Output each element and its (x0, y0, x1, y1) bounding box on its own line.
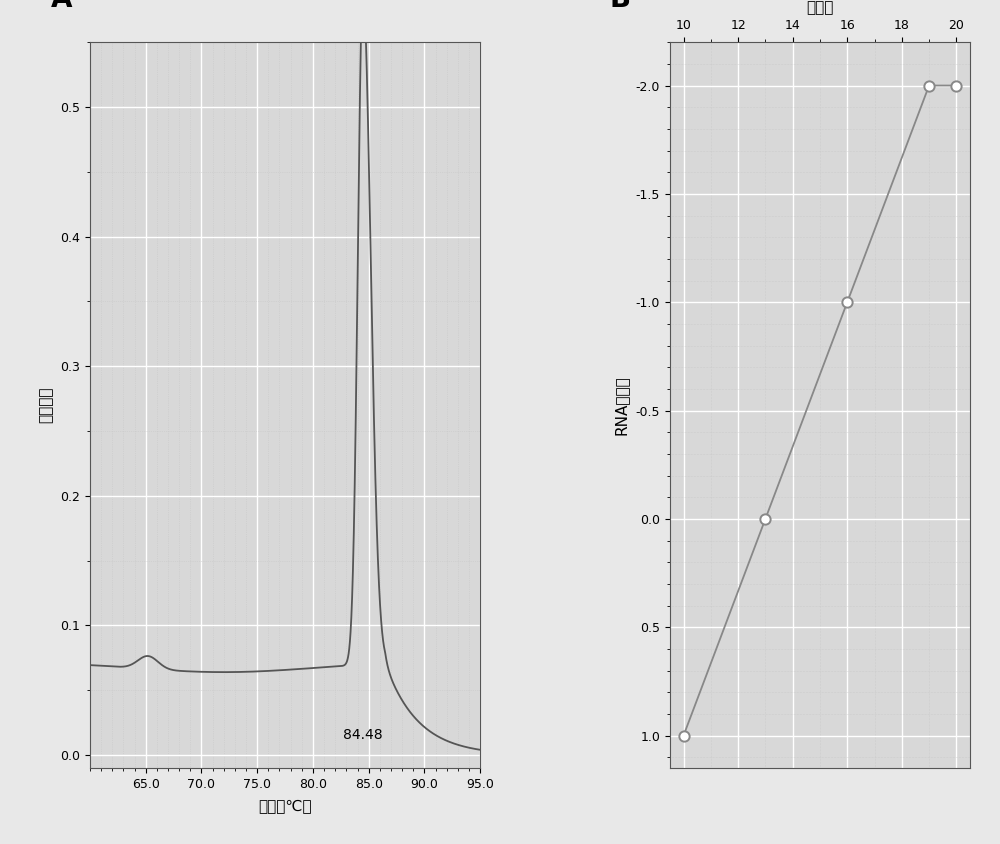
Point (948, 78, 964, 92)
Point (757, 512, 773, 526)
Point (839, 295, 855, 309)
X-axis label: 循环数: 循环数 (806, 1, 834, 15)
Point (921, 78, 937, 92)
Y-axis label: 荧光强度: 荧光强度 (38, 387, 53, 424)
Y-axis label: RNA拷贝数: RNA拷贝数 (614, 376, 629, 435)
Point (676, 728, 692, 742)
X-axis label: 温度（℃）: 温度（℃） (258, 798, 312, 813)
Text: A: A (51, 0, 72, 14)
Text: 84.48: 84.48 (343, 728, 383, 742)
Text: B: B (610, 0, 631, 14)
